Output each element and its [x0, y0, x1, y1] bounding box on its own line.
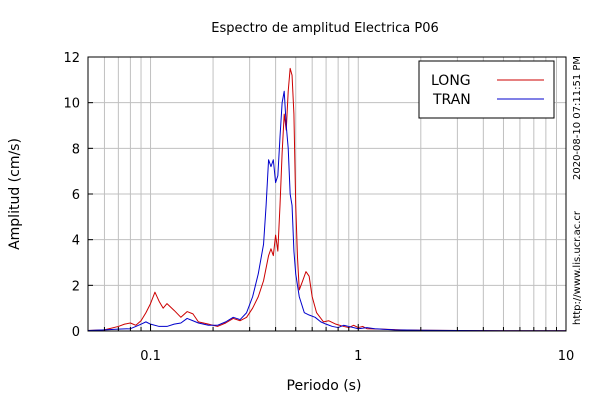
y-axis-ticks: 0 2 4 6 8 10 12 [63, 51, 93, 340]
legend-label-long: LONG [431, 73, 471, 89]
legend: LONG TRAN [418, 60, 555, 119]
y-tick-label: 0 [72, 325, 80, 340]
x-axis-ticks: 0.1 1 10 [87, 324, 575, 364]
x-axis-label: Periodo (s) [287, 378, 362, 394]
y-tick-label: 4 [72, 234, 80, 249]
series-line-long [87, 67, 566, 332]
grid [87, 56, 567, 332]
timestamp-text: 2020-08-10 07:11:51 PM [572, 56, 583, 180]
x-tick-label: 0.1 [140, 349, 161, 364]
legend-label-tran: TRAN [432, 92, 471, 108]
y-tick-label: 8 [72, 142, 80, 157]
y-tick-label: 6 [72, 188, 80, 203]
y-tick-label: 10 [63, 97, 80, 112]
legend-box [418, 60, 555, 119]
x-tick-label: 1 [354, 349, 362, 364]
y-tick-label: 12 [63, 51, 80, 66]
series-layer [87, 67, 566, 332]
x-tick-label: 10 [558, 349, 575, 364]
chart-title: Espectro de amplitud Electrica P06 [211, 21, 439, 36]
source-url-text: http://www.lis.ucr.ac.cr [572, 210, 583, 325]
series-line-tran [87, 90, 566, 332]
y-tick-label: 2 [72, 279, 80, 294]
y-axis-label: Amplitud (cm/s) [7, 138, 23, 250]
